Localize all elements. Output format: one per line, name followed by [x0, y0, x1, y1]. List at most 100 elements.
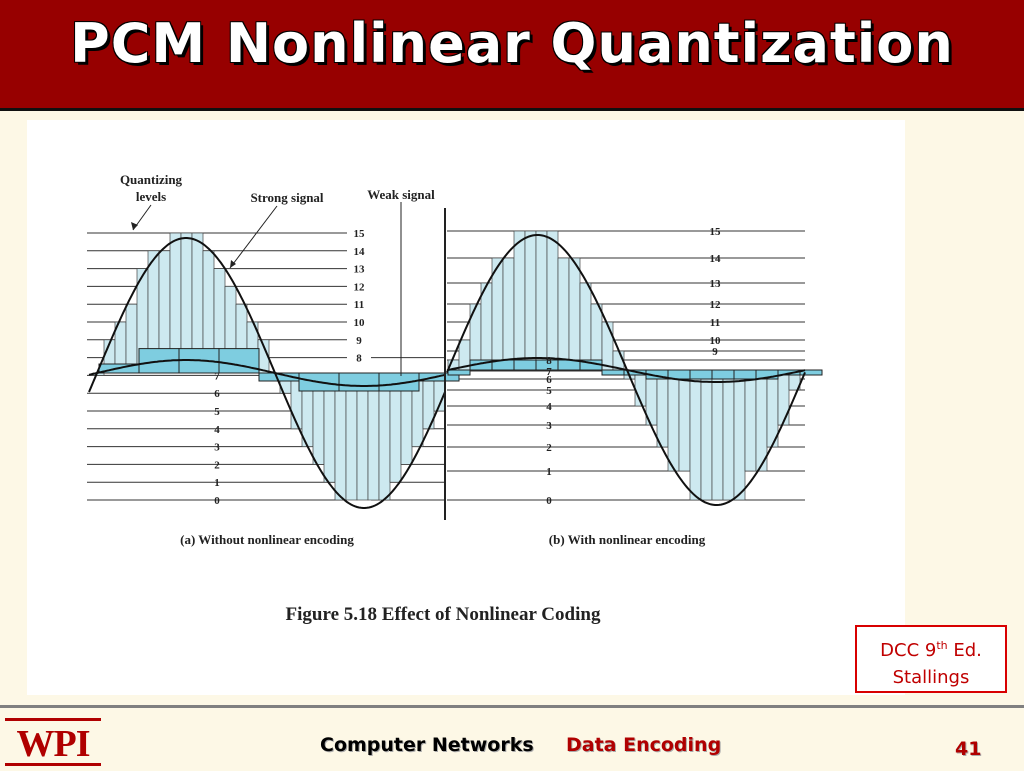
level-label-a-15: 15: [354, 228, 366, 240]
footer: WPI Computer Networks Data Encoding 41: [0, 705, 1024, 771]
strong-step-a: [378, 372, 391, 501]
level-label-b-0: 0: [546, 495, 552, 507]
level-label-a-4: 4: [214, 424, 220, 436]
strong-signal-curve-b: [446, 234, 806, 506]
strong-step-b: [722, 369, 735, 501]
weak-step-b: [513, 359, 537, 371]
slide-title: PCM Nonlinear Quantization: [70, 12, 954, 75]
strong-step-b: [601, 321, 614, 371]
footer-topic: Data Encoding: [566, 734, 722, 756]
source-edition-prefix: DCC 9: [880, 640, 937, 661]
strong-step-b: [744, 369, 757, 472]
strong-step-b: [711, 369, 724, 501]
level-label-a-0: 0: [214, 495, 220, 507]
quantizing-levels-label-2: levels: [136, 189, 166, 204]
level-label-a-7: 7: [214, 370, 220, 382]
strong-step-a: [356, 372, 369, 501]
level-label-a-14: 14: [354, 246, 366, 258]
strong-step-b: [579, 282, 592, 371]
level-label-a-9: 9: [356, 335, 362, 347]
weak-step-b: [799, 369, 823, 376]
strong-signal-label: Strong signal: [250, 190, 323, 205]
caption-a: (a) Without nonlinear encoding: [180, 532, 354, 547]
level-label-a-6: 6: [214, 388, 220, 400]
level-label-b-12: 12: [710, 299, 722, 311]
footer-course: Computer Networks: [320, 734, 534, 756]
weak-step-b: [689, 369, 713, 380]
level-label-b-15: 15: [710, 226, 722, 238]
level-label-a-5: 5: [214, 406, 220, 418]
level-label-a-12: 12: [354, 281, 366, 293]
figure-caption: Figure 5.18 Effect of Nonlinear Coding: [286, 604, 601, 625]
strong-step-b: [678, 369, 691, 472]
title-bar: PCM Nonlinear Quantization: [0, 0, 1024, 111]
strong-step-a: [125, 303, 138, 374]
strong-step-b: [524, 230, 537, 371]
level-label-b-13: 13: [710, 278, 722, 290]
level-label-b-5: 5: [546, 385, 552, 397]
strong-step-b: [480, 282, 493, 371]
strong-step-b: [557, 257, 570, 371]
strong-step-b: [667, 369, 680, 472]
strong-step-b: [755, 369, 768, 472]
source-edition-sup: th: [936, 639, 948, 652]
source-edition-suffix: Ed.: [947, 640, 982, 661]
level-label-b-10: 10: [710, 335, 722, 347]
weak-signal-curve-b: [446, 357, 806, 383]
weak-step-b: [447, 369, 471, 376]
strong-step-b: [568, 257, 581, 371]
quantizing-levels-label-1: Quantizing: [120, 172, 183, 187]
strong-signal-curve-a: [88, 237, 446, 509]
weak-step-b: [711, 369, 735, 380]
strong-step-b: [733, 369, 746, 501]
weak-step-a: [378, 372, 420, 392]
level-label-b-3: 3: [546, 420, 552, 432]
signal-curves: [88, 234, 806, 509]
strong-step-a: [367, 372, 380, 501]
strong-step-a: [345, 372, 358, 501]
quantizing-levels-arrowhead: [131, 222, 138, 230]
level-label-b-9: 9: [712, 346, 718, 358]
strong-step-b: [777, 369, 790, 426]
weak-step-b: [601, 369, 625, 376]
strong-step-b: [700, 369, 713, 501]
strong-step-a: [334, 372, 347, 501]
level-label-b-2: 2: [546, 442, 552, 454]
strong-step-b: [502, 257, 515, 371]
page-number: 41: [955, 738, 982, 760]
level-label-a-2: 2: [214, 459, 220, 471]
level-label-b-4: 4: [546, 401, 552, 413]
strong-step-b: [546, 230, 559, 371]
level-label-a-11: 11: [354, 299, 364, 311]
level-label-a-8: 8: [356, 353, 362, 365]
strong-signal-arrowhead: [230, 260, 236, 268]
source-citation: DCC 9th Ed. Stallings: [855, 625, 1007, 693]
quantized-steps-a: [92, 232, 460, 501]
level-label-b-7: 7: [546, 366, 552, 378]
wpi-logo: WPI: [5, 718, 101, 766]
weak-step-a: [218, 348, 260, 374]
weak-signal-label: Weak signal: [367, 187, 435, 202]
level-label-b-14: 14: [710, 253, 722, 265]
level-label-b-1: 1: [546, 466, 552, 478]
source-line-1: DCC 9th Ed.: [857, 632, 1005, 664]
strong-step-b: [513, 230, 526, 371]
source-line-2: Stallings: [892, 667, 970, 688]
strong-signal-arrow: [229, 205, 278, 269]
weak-step-b: [733, 369, 757, 380]
level-label-a-1: 1: [214, 477, 220, 489]
strong-step-b: [689, 369, 702, 501]
figure-panel: 0 1 2 3 4 5 6 7 8 9 10 11 12 13 14 15 0 1 2 3 4 5 6 7 8 9 10 11 12 1…: [27, 120, 905, 695]
level-label-a-10: 10: [354, 317, 366, 329]
quantized-steps-b: [447, 230, 823, 501]
level-label-a-3: 3: [214, 442, 220, 454]
caption-b: (b) With nonlinear encoding: [549, 532, 706, 547]
strong-step-b: [656, 369, 669, 448]
weak-signal-curve-a: [88, 359, 446, 387]
strong-step-b: [535, 230, 548, 371]
level-label-b-8: 8: [546, 355, 552, 367]
level-label-b-11: 11: [710, 317, 720, 329]
